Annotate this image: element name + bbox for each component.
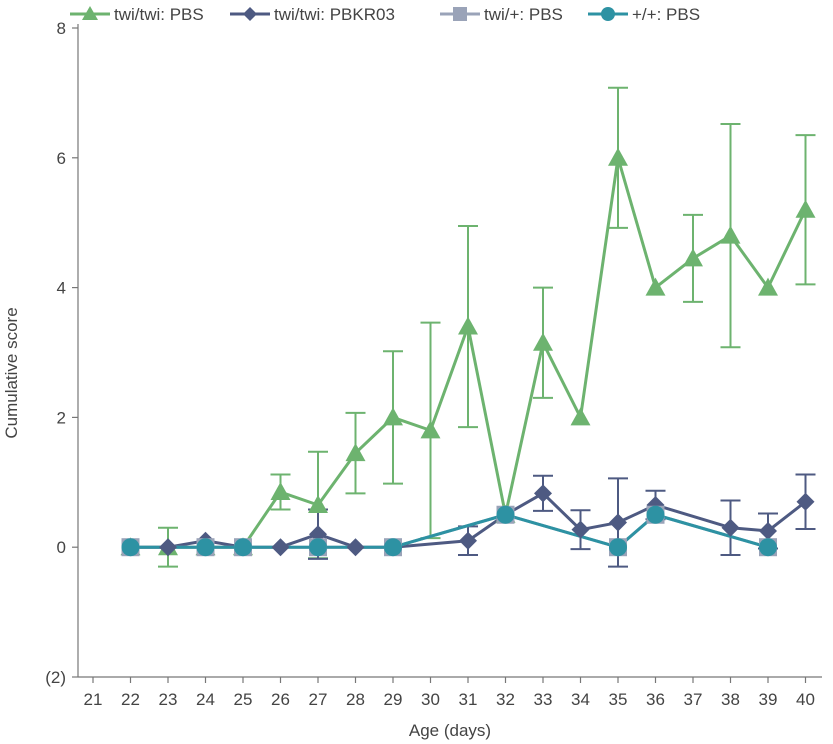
y-tick-label: 4 — [57, 279, 66, 298]
data-point — [609, 513, 627, 532]
data-point — [271, 538, 290, 557]
error-bars — [158, 86, 816, 568]
legend-marker — [82, 6, 98, 20]
x-tick-label: 26 — [271, 690, 290, 709]
x-tick-label: 35 — [609, 690, 628, 709]
data-point — [345, 443, 366, 462]
y-tick-label: 8 — [57, 19, 66, 38]
data-point — [758, 277, 778, 296]
x-tick-label: 22 — [121, 690, 140, 709]
x-tick-label: 23 — [159, 690, 178, 709]
x-tick-label: 24 — [196, 690, 215, 709]
x-tick-label: 21 — [84, 690, 103, 709]
legend-marker — [243, 7, 257, 21]
legend-label: twi/twi: PBKR03 — [274, 5, 395, 24]
x-tick-label: 38 — [721, 690, 740, 709]
series-markers — [120, 147, 816, 557]
x-tick-label: 25 — [234, 690, 253, 709]
data-point — [121, 538, 140, 557]
x-axis-title: Age (days) — [409, 721, 491, 740]
x-tick-label: 29 — [384, 690, 403, 709]
data-point — [534, 484, 552, 503]
data-point — [795, 199, 816, 218]
data-point — [646, 505, 665, 524]
data-point — [759, 521, 777, 540]
data-point — [496, 505, 515, 524]
y-tick-label: 0 — [57, 538, 66, 557]
legend-label: +/+: PBS — [632, 5, 700, 24]
data-point — [570, 407, 591, 426]
y-tick-label: 2 — [57, 408, 66, 427]
data-point — [721, 518, 740, 537]
data-point — [420, 420, 441, 439]
x-tick-label: 37 — [684, 690, 703, 709]
data-point — [383, 407, 403, 426]
data-point — [346, 538, 365, 557]
data-point — [759, 538, 777, 557]
data-point — [308, 495, 328, 514]
x-tick-label: 32 — [496, 690, 515, 709]
x-tick-label: 34 — [571, 690, 590, 709]
x-tick-label: 40 — [796, 690, 815, 709]
data-point — [683, 248, 703, 267]
legend-label: twi/+: PBS — [484, 5, 563, 24]
legend: twi/twi: PBS twi/twi: PBKR03 twi/+: PBS +/+… — [70, 5, 700, 24]
data-point — [270, 482, 291, 501]
y-axis-title: Cumulative score — [2, 307, 21, 438]
x-tick-label: 27 — [309, 690, 328, 709]
data-point — [459, 531, 477, 550]
y-tick-label: (2) — [45, 668, 66, 687]
x-tick-label: 36 — [646, 690, 665, 709]
data-point — [608, 147, 628, 166]
x-tick-label: 39 — [759, 690, 778, 709]
data-point — [796, 492, 815, 511]
x-tick-label: 33 — [534, 690, 553, 709]
data-point — [533, 332, 553, 351]
data-point — [458, 316, 478, 335]
data-point — [234, 538, 252, 557]
data-point — [720, 225, 741, 244]
legend-marker — [453, 7, 467, 21]
y-tick-label: 6 — [57, 149, 66, 168]
x-tick-label: 28 — [346, 690, 365, 709]
data-point — [645, 277, 666, 296]
data-point — [571, 520, 590, 539]
data-point — [609, 538, 627, 557]
data-point — [159, 538, 177, 557]
legend-label: twi/twi: PBS — [114, 5, 204, 24]
legend-marker — [601, 7, 615, 21]
x-tick-label: 30 — [421, 690, 440, 709]
data-point — [384, 538, 402, 557]
data-point — [309, 538, 327, 557]
data-point — [196, 538, 215, 557]
x-tick-label: 31 — [459, 690, 478, 709]
